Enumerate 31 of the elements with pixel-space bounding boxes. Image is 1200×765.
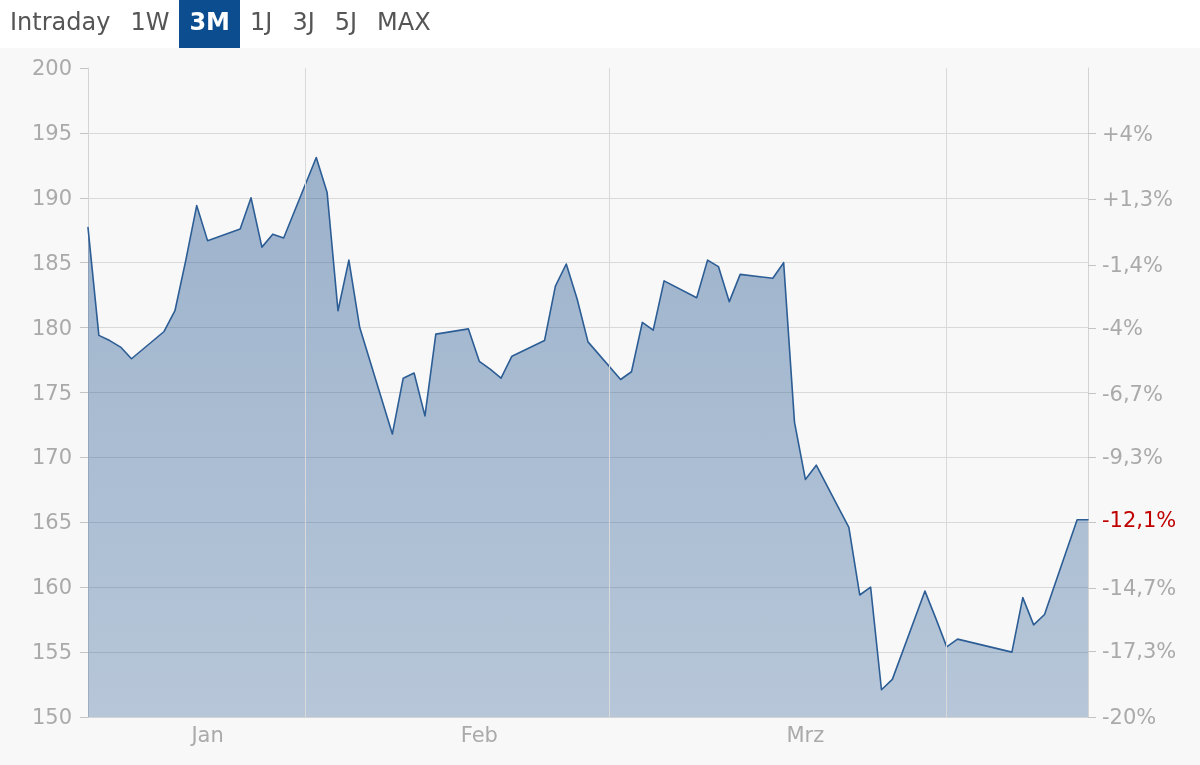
text: 1J — [250, 8, 273, 36]
text: MAX — [377, 8, 431, 36]
y2-tick-label: -17,3% — [1102, 639, 1177, 664]
y2-tick-label: -14,7% — [1102, 576, 1177, 601]
y-tick-label: 200 — [31, 56, 72, 80]
y-tick-label: 180 — [31, 315, 72, 340]
x-tick-label: Jan — [189, 722, 224, 747]
y2-tick-label: -6,7% — [1102, 381, 1163, 406]
y2-tick-label: +1,3% — [1102, 187, 1173, 212]
y2-tick-label: +4% — [1102, 121, 1153, 146]
y-tick-label: 190 — [31, 185, 72, 210]
x-tick-label: Feb — [460, 722, 498, 747]
text: 3J — [292, 8, 315, 36]
text: 5J — [334, 8, 358, 36]
y2-tick-label: -20% — [1102, 705, 1157, 729]
y-tick-label: 175 — [31, 380, 72, 405]
y2-tick-label: -1,4% — [1102, 252, 1163, 277]
y-tick-label: 195 — [31, 120, 72, 145]
x-tick-label: Mrz — [786, 722, 825, 747]
annotation: -12,1% — [1102, 507, 1177, 532]
y-tick-label: 160 — [31, 575, 72, 600]
y-tick-label: 165 — [31, 510, 72, 535]
y-tick-label: 185 — [31, 250, 72, 275]
y-tick-label: 150 — [31, 705, 72, 729]
y-tick-label: 170 — [31, 445, 72, 470]
tab-highlight: 3M — [179, 0, 240, 48]
y-tick-label: 155 — [31, 640, 72, 665]
y2-tick-label: -9,3% — [1102, 444, 1163, 469]
text: Intraday — [10, 8, 111, 36]
text: 1W — [130, 8, 170, 36]
y2-tick-label: -4% — [1102, 316, 1143, 341]
